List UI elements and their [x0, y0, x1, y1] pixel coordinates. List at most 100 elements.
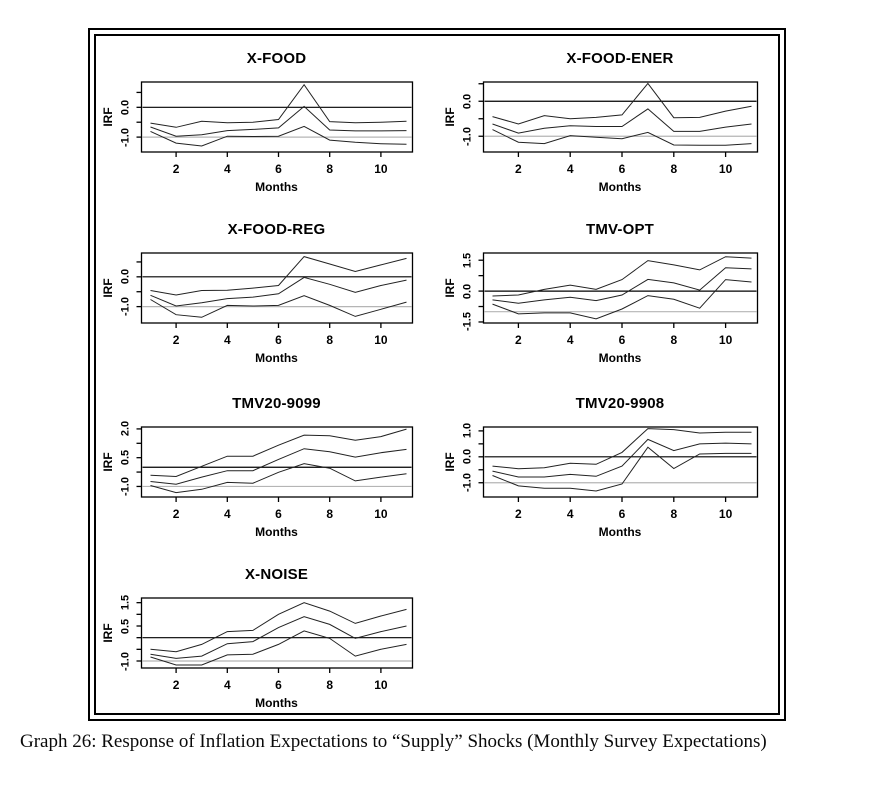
plot-svg-tmv-opt [478, 252, 759, 328]
x-axis-label-months: Months [598, 180, 642, 194]
x-tick-label: 6 [618, 507, 626, 521]
x-tick-label: 10 [374, 333, 388, 347]
series-irf_mean [492, 438, 752, 478]
panel-title: X-NOISE [244, 566, 309, 583]
plot-box [140, 597, 414, 669]
series-irf_mean [150, 616, 407, 659]
panel-title: TMV-OPT [585, 221, 655, 238]
x-tick-label: 4 [223, 678, 231, 692]
x-tick-label: 6 [618, 333, 626, 347]
x-tick-label: 10 [718, 507, 733, 521]
x-axis-label-months: Months [255, 696, 298, 710]
y-tick-label: -1.0 [119, 297, 132, 317]
x-tick-label: 8 [326, 678, 334, 692]
figure-inner-frame [94, 34, 780, 715]
x-tick-label: 2 [515, 162, 522, 176]
x-tick-label: 6 [275, 162, 282, 176]
plot-box [140, 252, 414, 324]
series-lower_band [492, 129, 752, 146]
x-tick-label: 2 [515, 507, 522, 521]
y-axis-label-irf: IRF [101, 623, 115, 643]
x-tick-label: 8 [326, 333, 334, 347]
x-axis-label-months: Months [598, 525, 642, 539]
plot-box [482, 252, 759, 324]
x-tick-label: 10 [374, 678, 388, 692]
series-upper_band [150, 83, 407, 128]
plot-svg-x-food-ener [478, 81, 759, 157]
x-tick-label: 6 [275, 507, 282, 521]
y-tick-label: -1.0 [119, 476, 132, 496]
series-upper_band [492, 82, 752, 125]
series-irf_mean [492, 267, 752, 304]
series-upper_band [150, 428, 407, 478]
series-upper_band [150, 256, 407, 296]
panel-title: X-FOOD-REG [227, 221, 326, 238]
x-tick-label: 4 [566, 507, 574, 521]
panel-title: X-FOOD [246, 50, 307, 67]
y-axis-label-irf: IRF [443, 452, 457, 472]
x-tick-label: 6 [275, 333, 282, 347]
x-tick-label: 4 [566, 162, 574, 176]
x-tick-label: 6 [618, 162, 626, 176]
x-tick-label: 2 [172, 333, 180, 347]
plot-box [482, 426, 759, 498]
plot-svg-x-food [136, 81, 414, 157]
x-axis-label-months: Months [255, 525, 298, 539]
plot-svg-x-noise [136, 597, 414, 673]
plot-svg-tmv20-9099 [136, 426, 414, 502]
panel-title: X-FOOD-ENER [566, 50, 674, 67]
series-lower_band [150, 463, 407, 494]
plot-box [482, 81, 759, 153]
series-upper_band [150, 602, 407, 653]
x-tick-label: 8 [326, 162, 334, 176]
x-tick-label: 6 [275, 678, 282, 692]
y-tick-label: -1.0 [119, 651, 132, 671]
figure-caption: Graph 26: Response of Inflation Expectat… [20, 731, 767, 752]
y-axis-label-irf: IRF [101, 278, 115, 298]
y-tick-label: -1.0 [119, 127, 132, 147]
panel-title: TMV20-9908 [575, 395, 665, 412]
y-axis-label-irf: IRF [443, 107, 457, 127]
x-tick-label: 4 [566, 333, 574, 347]
series-lower_band [492, 446, 752, 492]
x-tick-label: 8 [670, 507, 678, 521]
x-tick-label: 10 [374, 507, 388, 521]
figure-outer-frame [88, 28, 786, 721]
series-upper_band [492, 428, 752, 470]
series-lower_band [150, 295, 407, 318]
series-irf_mean [492, 108, 752, 134]
y-tick-label: -1.5 [461, 312, 474, 332]
series-lower_band [492, 279, 752, 320]
x-tick-label: 8 [670, 162, 678, 176]
x-tick-label: 10 [718, 162, 733, 176]
x-tick-label: 2 [172, 678, 180, 692]
x-tick-label: 10 [374, 162, 388, 176]
y-axis-label-irf: IRF [101, 107, 115, 127]
x-tick-label: 2 [172, 507, 180, 521]
y-axis-label-irf: IRF [443, 278, 457, 298]
x-axis-label-months: Months [255, 180, 298, 194]
plot-box [140, 81, 414, 153]
y-tick-label: 0.0 [461, 93, 474, 109]
series-irf_mean [150, 105, 407, 137]
plot-svg-x-food-reg [136, 252, 414, 328]
x-axis-label-months: Months [255, 351, 298, 365]
panel-title: TMV20-9099 [232, 395, 321, 412]
y-tick-label: 0.5 [119, 618, 132, 634]
x-tick-label: 4 [223, 162, 231, 176]
x-tick-label: 2 [515, 333, 522, 347]
y-tick-label: -1.0 [461, 126, 474, 146]
x-tick-label: 8 [670, 333, 678, 347]
x-axis-label-months: Months [598, 351, 642, 365]
x-tick-label: 8 [326, 507, 334, 521]
x-tick-label: 2 [172, 162, 180, 176]
y-axis-label-irf: IRF [101, 452, 115, 472]
series-irf_mean [150, 448, 407, 485]
x-tick-label: 10 [718, 333, 733, 347]
series-upper_band [492, 256, 752, 297]
x-tick-label: 4 [223, 333, 231, 347]
series-irf_mean [150, 276, 407, 307]
series-lower_band [150, 125, 407, 147]
series-lower_band [150, 630, 407, 666]
